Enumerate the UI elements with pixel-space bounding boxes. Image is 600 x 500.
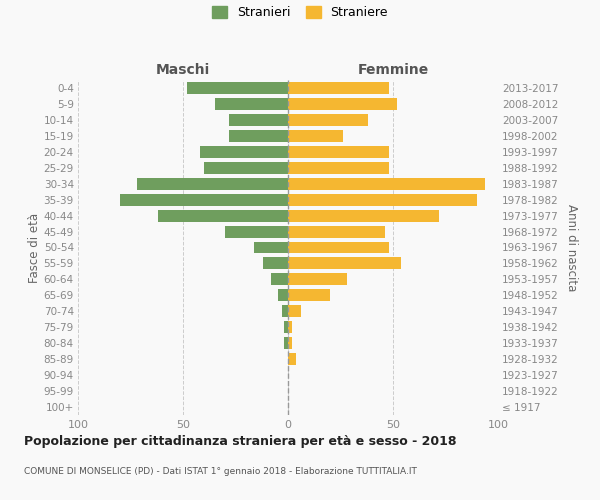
Bar xyxy=(288,290,330,302)
Bar xyxy=(254,242,288,254)
Bar xyxy=(215,98,288,110)
Bar xyxy=(288,98,397,110)
Text: COMUNE DI MONSELICE (PD) - Dati ISTAT 1° gennaio 2018 - Elaborazione TUTTITALIA.: COMUNE DI MONSELICE (PD) - Dati ISTAT 1°… xyxy=(24,468,417,476)
Bar xyxy=(288,114,368,126)
Bar xyxy=(263,258,288,270)
Text: Femmine: Femmine xyxy=(358,63,428,77)
Bar xyxy=(288,162,389,173)
Bar xyxy=(284,322,288,333)
Bar xyxy=(225,226,288,237)
Bar xyxy=(288,178,485,190)
Bar xyxy=(288,353,296,365)
Y-axis label: Fasce di età: Fasce di età xyxy=(28,212,41,282)
Bar xyxy=(288,130,343,142)
Bar xyxy=(288,322,292,333)
Bar xyxy=(288,210,439,222)
Bar xyxy=(288,226,385,237)
Y-axis label: Anni di nascita: Anni di nascita xyxy=(565,204,578,291)
Bar xyxy=(277,290,288,302)
Bar xyxy=(288,146,389,158)
Bar xyxy=(137,178,288,190)
Legend: Stranieri, Straniere: Stranieri, Straniere xyxy=(212,6,388,19)
Bar xyxy=(229,114,288,126)
Bar xyxy=(288,242,389,254)
Bar xyxy=(158,210,288,222)
Text: Popolazione per cittadinanza straniera per età e sesso - 2018: Popolazione per cittadinanza straniera p… xyxy=(24,435,457,448)
Text: Maschi: Maschi xyxy=(156,63,210,77)
Bar xyxy=(288,258,401,270)
Bar xyxy=(288,306,301,318)
Bar xyxy=(288,82,389,94)
Bar xyxy=(187,82,288,94)
Bar xyxy=(288,337,292,349)
Bar xyxy=(284,337,288,349)
Bar xyxy=(120,194,288,205)
Bar xyxy=(271,274,288,285)
Bar xyxy=(288,274,347,285)
Bar xyxy=(200,146,288,158)
Bar xyxy=(288,194,477,205)
Bar xyxy=(282,306,288,318)
Bar xyxy=(204,162,288,173)
Bar xyxy=(229,130,288,142)
